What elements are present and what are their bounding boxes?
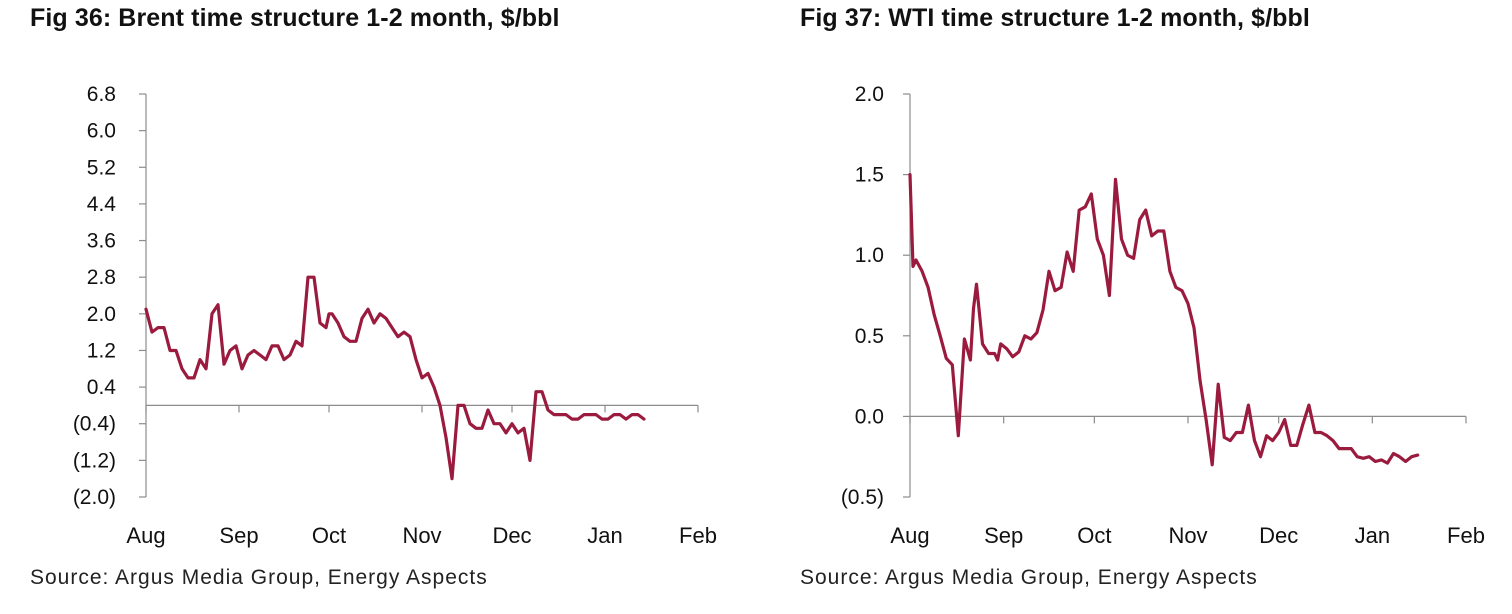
x-tick-label: Nov (1168, 523, 1207, 548)
x-tick-label: Sep (984, 523, 1023, 548)
x-tick-label: Feb (679, 523, 717, 548)
series-line (144, 275, 646, 481)
x-tick-label: Feb (1447, 523, 1485, 548)
y-tick-label: 2.0 (87, 303, 116, 326)
y-tick-label: 2.0 (855, 83, 884, 106)
y-tick-label: 0.0 (855, 405, 884, 428)
y-tick-label: 6.8 (87, 83, 116, 106)
y-tick-label: 1.2 (87, 339, 116, 362)
y-tick-label: (0.5) (841, 486, 884, 509)
x-tick-label: Oct (312, 523, 346, 548)
source-note-wti: Source: Argus Media Group, Energy Aspect… (800, 566, 1258, 589)
y-tick-label: 0.4 (87, 376, 117, 399)
series-line (908, 173, 1420, 467)
y-tick-label: (2.0) (73, 486, 116, 509)
x-tick-label: Dec (1259, 523, 1298, 548)
x-tick-label: Aug (126, 523, 165, 548)
brent-chart: 6.8 6.0 5.2 4.4 3.6 2.8 2.0 1.2 0.4 (0.4) (1.2) (2.… (73, 83, 717, 548)
y-tick-label: 1.0 (855, 244, 884, 267)
chart-title-brent: Fig 36: Brent time structure 1-2 month, … (30, 4, 560, 32)
wti-chart: 2.0 1.5 1.0 0.5 0.0 (0.5) Aug Sep Oct Nov Dec Jan Fe… (841, 83, 1485, 548)
y-tick-label: 4.4 (87, 193, 117, 216)
x-tick-label: Jan (1355, 523, 1390, 548)
y-tick-label: 3.6 (87, 230, 116, 253)
y-tick-label: (0.4) (73, 413, 116, 436)
charts-canvas: 6.8 6.0 5.2 4.4 3.6 2.8 2.0 1.2 0.4 (0.4) (1.2) (2.… (73, 83, 1485, 548)
x-tick-label: Oct (1077, 523, 1111, 548)
x-tick-label: Dec (492, 523, 531, 548)
y-tick-label: (1.2) (73, 449, 116, 472)
y-tick-label: 0.5 (855, 325, 884, 348)
x-tick-label: Aug (890, 523, 929, 548)
x-tick-label: Jan (587, 523, 622, 548)
y-tick-label: 1.5 (855, 164, 884, 187)
chart-title-wti: Fig 37: WTI time structure 1-2 month, $/… (800, 4, 1310, 32)
y-tick-label: 6.0 (87, 120, 116, 143)
x-tick-label: Nov (402, 523, 441, 548)
y-tick-label: 5.2 (87, 156, 116, 179)
source-note-brent: Source: Argus Media Group, Energy Aspect… (30, 566, 488, 589)
y-tick-label: 2.8 (87, 266, 116, 289)
x-tick-label: Sep (219, 523, 258, 548)
